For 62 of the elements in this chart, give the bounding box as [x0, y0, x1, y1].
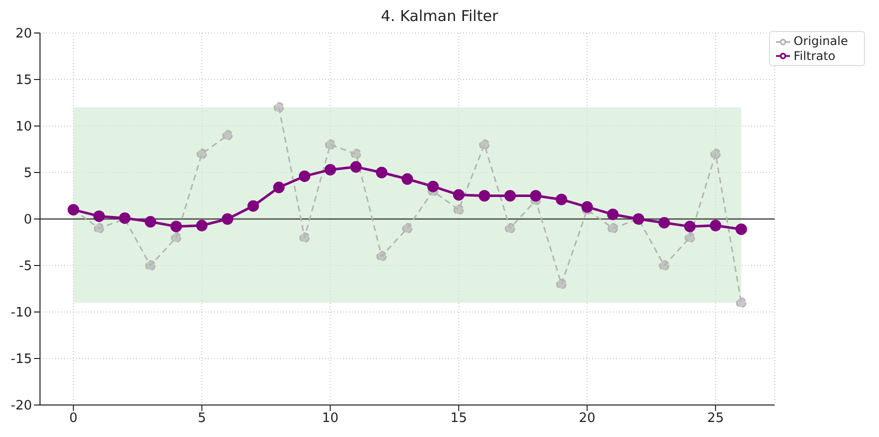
point	[608, 223, 618, 234]
point	[504, 190, 516, 202]
point	[350, 148, 362, 160]
x-tick-label: 15	[450, 411, 467, 426]
y-tick-label: 10	[15, 120, 32, 135]
point	[556, 278, 567, 290]
point	[144, 216, 156, 228]
point	[298, 170, 310, 182]
point	[196, 148, 208, 160]
y-tick-label: -15	[10, 352, 32, 368]
x-tick-label: 0	[69, 411, 78, 426]
point	[684, 232, 696, 243]
point	[427, 180, 439, 192]
point	[376, 250, 387, 262]
legend-label: Originale	[794, 34, 848, 48]
point	[274, 102, 284, 113]
point	[710, 148, 721, 160]
point	[94, 223, 104, 234]
point	[145, 260, 156, 271]
point	[556, 194, 568, 206]
point	[93, 210, 105, 222]
point	[736, 297, 747, 308]
point	[504, 223, 516, 234]
x-tick-label: 10	[322, 411, 339, 426]
point	[376, 166, 388, 178]
y-tick-label: 15	[15, 73, 32, 88]
point	[350, 161, 362, 173]
point	[530, 190, 542, 202]
point	[452, 189, 464, 201]
legend-label: Filtrato	[794, 48, 836, 63]
point	[736, 223, 748, 235]
point	[402, 223, 413, 234]
point	[453, 204, 464, 215]
y-tick-label: 20	[15, 26, 32, 42]
point	[478, 190, 490, 202]
point	[170, 220, 182, 232]
point	[299, 232, 310, 243]
x-tick-label: 25	[707, 411, 724, 426]
point	[479, 139, 490, 150]
x-tick-label: 5	[198, 411, 206, 426]
point	[222, 130, 233, 141]
point	[402, 173, 414, 185]
y-tick-label: -10	[10, 306, 32, 321]
y-tick-label: 5	[24, 166, 32, 182]
point	[658, 260, 670, 271]
point	[581, 201, 593, 213]
point	[684, 220, 696, 232]
y-tick-label: -20	[10, 398, 32, 414]
point	[273, 182, 285, 194]
point	[324, 164, 336, 176]
point	[247, 200, 259, 212]
point	[658, 216, 670, 228]
y-tick-label: -5	[19, 259, 32, 274]
point	[710, 220, 722, 232]
point	[222, 213, 234, 225]
y-tick-label: 0	[24, 212, 32, 228]
point	[325, 139, 336, 150]
point	[170, 232, 182, 243]
x-tick-label: 20	[578, 411, 596, 426]
point	[196, 220, 208, 232]
point	[607, 208, 619, 220]
chart-title: 4. Kalman Filter	[380, 7, 500, 25]
